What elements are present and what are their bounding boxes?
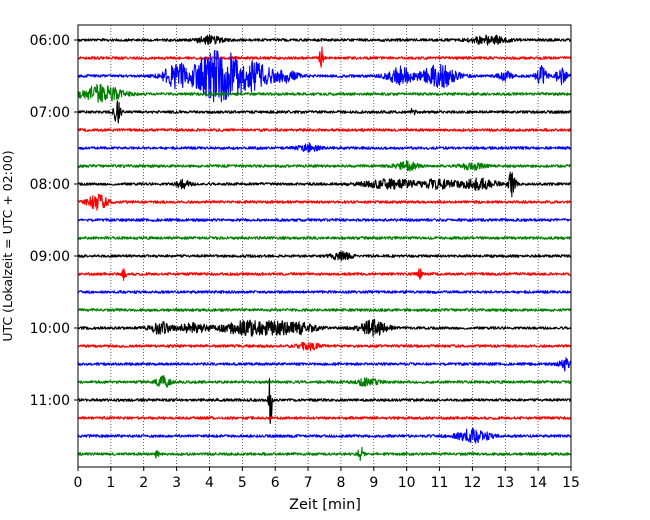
trace-row: [77, 159, 572, 172]
y-tick-label: 08:00: [30, 177, 70, 193]
x-tick-label: 10: [398, 475, 416, 491]
trace-row: [77, 250, 572, 262]
x-tick-label: 1: [106, 475, 115, 491]
x-axis-ticks: 0 1 2 3 4 5 6 7 8 9 10 11 12 13 14 15: [74, 467, 580, 491]
trace-row: [77, 446, 572, 462]
x-tick-label: 0: [74, 475, 83, 491]
y-axis-ticks: 06:00 07:00 08:00 09:00 10:00 11:00: [30, 33, 78, 409]
trace-row: [77, 375, 572, 388]
trace-row: [77, 236, 572, 240]
trace-row: [77, 290, 572, 294]
trace-row: [77, 416, 572, 420]
x-tick-label: 11: [431, 475, 449, 491]
trace-row: [77, 357, 572, 372]
y-tick-label: 09:00: [30, 249, 70, 265]
trace-row: [77, 49, 572, 103]
x-tick-label: 7: [304, 475, 313, 491]
x-tick-label: 3: [172, 475, 181, 491]
y-tick-label: 06:00: [30, 33, 70, 49]
x-tick-label: 6: [271, 475, 280, 491]
x-tick-label: 4: [205, 475, 214, 491]
trace-row: [77, 428, 572, 444]
x-axis-label: Zeit [min]: [289, 497, 361, 513]
x-tick-label: 5: [238, 475, 247, 491]
plot-background: [78, 25, 571, 467]
x-tick-label: 12: [463, 475, 481, 491]
trace-row: [77, 218, 572, 222]
trace-row: [77, 84, 572, 103]
x-tick-label: 15: [562, 475, 580, 491]
trace-row: [77, 318, 572, 337]
x-tick-label: 2: [139, 475, 148, 491]
trace-row: [77, 142, 572, 153]
trace-row: [77, 100, 572, 124]
trace-row: [77, 378, 572, 425]
y-tick-label: 11:00: [30, 393, 70, 409]
x-tick-label: 9: [369, 475, 378, 491]
y-tick-label: 07:00: [30, 105, 70, 121]
trace-row: [77, 46, 572, 68]
y-axis-label: UTC (Lokalzeit = UTC + 02:00): [0, 150, 15, 341]
x-tick-label: 8: [336, 475, 345, 491]
trace-row: [77, 341, 572, 352]
x-tick-label: 14: [529, 475, 547, 491]
trace-row: [77, 268, 572, 281]
trace-row: [77, 34, 572, 46]
trace-row: [77, 128, 572, 132]
x-tick-label: 13: [496, 475, 514, 491]
plot-frame: [77, 24, 572, 468]
trace-row: [77, 193, 572, 211]
y-tick-label: 10:00: [30, 321, 70, 337]
seismic-traces: [77, 34, 572, 462]
trace-row: [77, 171, 572, 198]
trace-row: [77, 308, 572, 312]
